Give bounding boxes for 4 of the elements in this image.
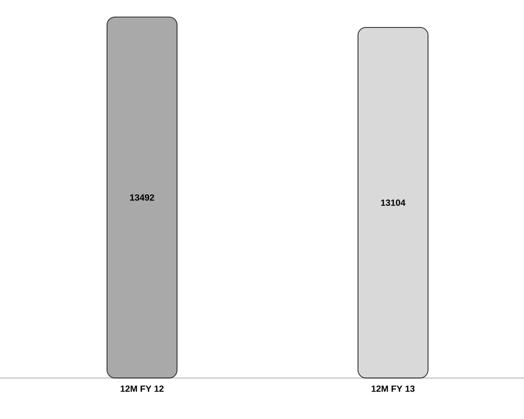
data-label: 13492 [130, 194, 154, 201]
x-tick-label: 12M FY 13 [372, 386, 415, 392]
x-tick-label: 12M FY 12 [120, 386, 164, 392]
data-label: 13104 [381, 200, 406, 206]
